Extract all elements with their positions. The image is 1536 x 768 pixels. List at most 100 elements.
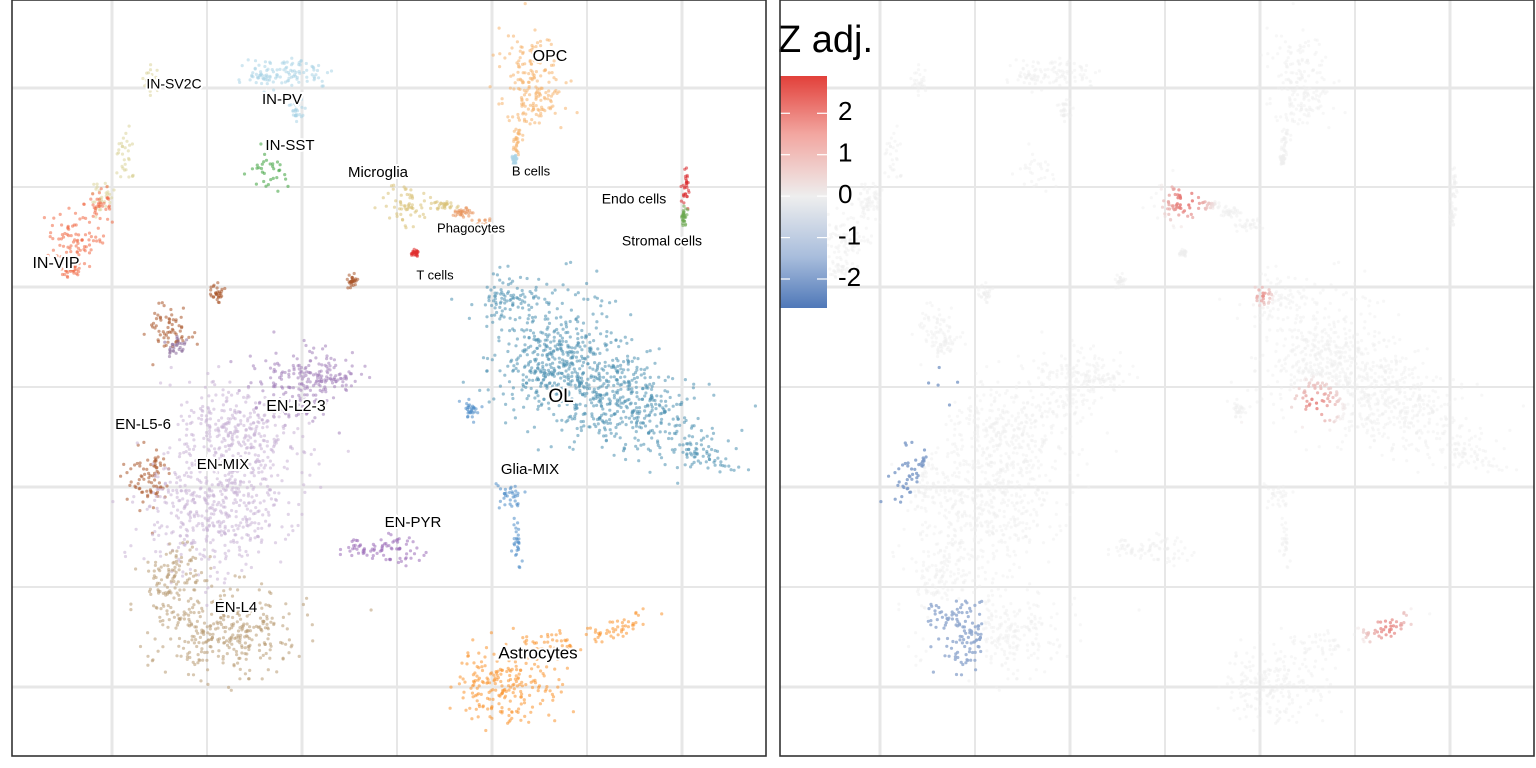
z-cell-point bbox=[1284, 140, 1288, 144]
cell-point bbox=[222, 436, 226, 441]
cell-point bbox=[221, 393, 225, 397]
cell-point bbox=[490, 671, 494, 675]
cell-point bbox=[250, 445, 254, 449]
cell-point bbox=[77, 233, 81, 237]
cell-point bbox=[91, 192, 95, 196]
cell-point bbox=[624, 631, 629, 635]
z-cell-point bbox=[832, 269, 836, 273]
cell-point bbox=[245, 614, 249, 618]
z-cell-point bbox=[1288, 104, 1292, 108]
z-cell-point bbox=[1299, 72, 1303, 76]
cell-point bbox=[548, 363, 552, 367]
cell-point bbox=[498, 305, 502, 309]
cell-point bbox=[547, 381, 552, 386]
cell-point bbox=[263, 413, 267, 417]
cell-point bbox=[184, 533, 189, 537]
cell-point bbox=[555, 419, 559, 423]
cell-point bbox=[193, 569, 197, 573]
cell-point bbox=[518, 56, 522, 60]
cell-point bbox=[429, 201, 433, 205]
z-cell-point bbox=[1062, 70, 1066, 74]
cell-point bbox=[232, 501, 236, 505]
z-cell-point bbox=[1023, 163, 1027, 167]
cell-point bbox=[146, 560, 150, 564]
cell-point bbox=[547, 321, 552, 325]
cell-point bbox=[210, 399, 214, 403]
cell-point bbox=[223, 532, 227, 536]
z-cell-point bbox=[834, 270, 838, 275]
cell-point bbox=[472, 420, 476, 424]
cell-point bbox=[618, 436, 622, 440]
cell-point bbox=[495, 673, 499, 677]
z-cell-point bbox=[1274, 34, 1278, 38]
cell-point bbox=[69, 234, 73, 238]
cell-point bbox=[498, 301, 502, 305]
cell-point bbox=[508, 498, 512, 502]
cell-point bbox=[247, 501, 251, 505]
cell-point bbox=[542, 397, 546, 401]
cell-point bbox=[287, 651, 291, 655]
cell-point bbox=[220, 440, 224, 444]
cell-point bbox=[252, 474, 256, 478]
cell-point bbox=[495, 273, 499, 277]
z-cell-point bbox=[1296, 60, 1300, 64]
cell-point bbox=[237, 575, 242, 579]
cell-point bbox=[646, 431, 651, 435]
cell-point bbox=[257, 550, 261, 554]
cell-point bbox=[234, 649, 238, 654]
cell-point bbox=[514, 344, 518, 348]
cell-point bbox=[516, 137, 520, 141]
cell-point bbox=[154, 560, 158, 564]
cell-point bbox=[525, 321, 530, 325]
cell-point bbox=[516, 521, 520, 525]
cell-point bbox=[484, 728, 488, 733]
cell-point bbox=[499, 314, 503, 318]
cell-point bbox=[214, 627, 218, 631]
cell-point bbox=[168, 551, 172, 555]
cell-point bbox=[298, 396, 302, 400]
cell-point bbox=[492, 397, 496, 401]
cell-point bbox=[83, 233, 88, 237]
z-cell-point bbox=[1290, 93, 1295, 97]
z-cell-point bbox=[873, 185, 877, 189]
cell-point bbox=[350, 351, 354, 355]
cell-point bbox=[248, 517, 252, 521]
cell-point bbox=[511, 396, 515, 401]
cell-point bbox=[508, 699, 512, 703]
cell-point bbox=[405, 552, 409, 556]
cell-point bbox=[263, 64, 267, 69]
cell-point bbox=[652, 381, 656, 386]
cell-point bbox=[570, 371, 574, 375]
cell-point bbox=[182, 537, 186, 542]
cell-point bbox=[281, 624, 285, 628]
cell-point bbox=[493, 226, 497, 230]
cell-point bbox=[524, 348, 528, 352]
z-cell-point bbox=[1030, 77, 1034, 81]
cell-point bbox=[321, 347, 325, 351]
cell-point bbox=[639, 421, 643, 425]
z-cell-point bbox=[841, 238, 845, 242]
cell-point bbox=[204, 539, 209, 543]
cell-point bbox=[350, 279, 354, 283]
cell-point bbox=[236, 611, 240, 616]
cell-point bbox=[588, 626, 593, 630]
cell-point bbox=[564, 325, 569, 329]
cell-point bbox=[526, 430, 530, 434]
cell-point bbox=[646, 404, 650, 408]
cell-point bbox=[260, 526, 264, 530]
cell-point bbox=[403, 187, 407, 191]
z-cell-point bbox=[1317, 100, 1321, 104]
cell-point bbox=[185, 657, 189, 662]
cell-point bbox=[520, 328, 524, 332]
z-cell-point bbox=[1295, 72, 1299, 76]
cell-point bbox=[234, 523, 238, 527]
cell-point bbox=[156, 649, 160, 653]
cell-point bbox=[129, 480, 133, 484]
z-cell-point bbox=[1297, 62, 1302, 66]
cell-point bbox=[566, 353, 570, 357]
z-cell-point bbox=[898, 142, 902, 146]
cell-point bbox=[215, 298, 219, 302]
cell-point bbox=[536, 448, 540, 452]
cell-point bbox=[264, 184, 268, 188]
z-cell-point bbox=[917, 63, 921, 67]
